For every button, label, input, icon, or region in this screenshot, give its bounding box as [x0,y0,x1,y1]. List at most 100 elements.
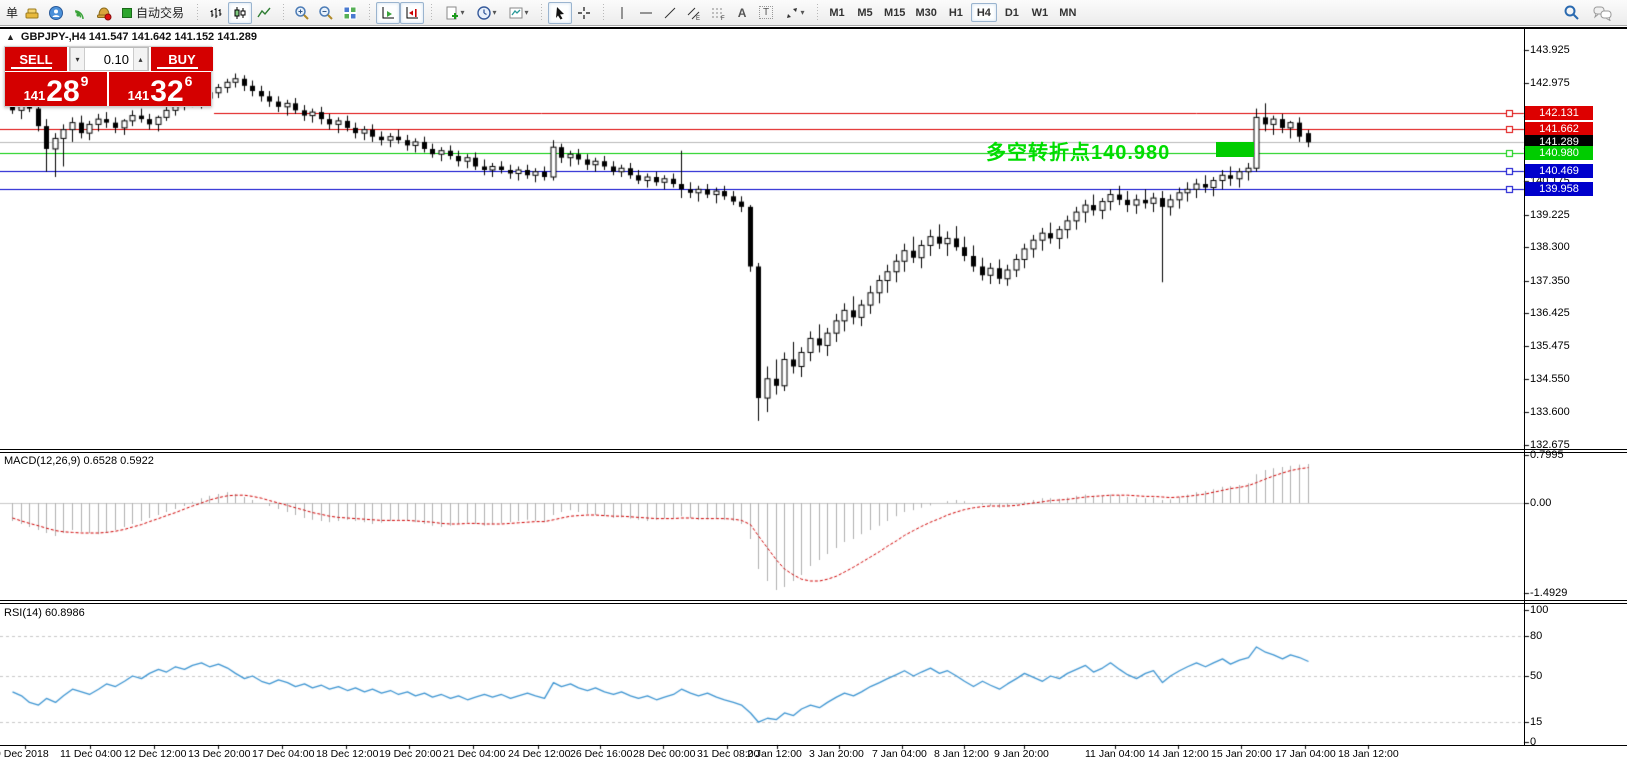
volume-decrease-button[interactable]: ▾ [70,48,85,70]
indicators-icon[interactable]: ▾ [438,2,470,24]
mql-community-icon[interactable] [44,2,68,24]
price-level-badge[interactable]: 142.131 [1525,105,1593,120]
symbol-ohlc-title: GBPJPY-,H4 141.547 141.642 141.152 141.2… [20,31,257,43]
time-axis-label: 21 Dec 04:00 [443,748,506,760]
bar-chart-icon[interactable] [204,2,228,24]
timeframe-MN[interactable]: MN [1055,3,1081,22]
chart-shift-icon[interactable] [400,1,425,24]
timeframe-M1[interactable]: M1 [824,3,850,22]
sell-price-display[interactable]: 141 28 9 [5,72,107,107]
timeframe-W1[interactable]: W1 [1027,3,1053,22]
volume-stepper: ▾ ▴ [69,47,149,71]
price-level-badge[interactable]: 140.469 [1525,164,1593,179]
timeframe-M5[interactable]: M5 [852,3,878,22]
price-axis-tick-label: 135.475 [1530,340,1570,353]
time-axis-label: 15 Jan 20:00 [1211,748,1272,760]
annotation-highlight-rect[interactable] [1216,142,1254,157]
buy-price-big: 32 [150,75,184,108]
autotrading-button[interactable]: 自动交易 [116,2,190,24]
price-axis-tick-label: 139.225 [1530,208,1570,221]
search-icon[interactable] [1559,2,1583,24]
time-axis-label: 24 Dec 12:00 [508,748,571,760]
arrows-icon[interactable]: ▾ [778,2,810,24]
rsi-axis-tick-label: 0 [1530,736,1537,748]
time-axis-label: 28 Dec 00:00 [633,748,696,760]
time-axis-label: 9 Dec 2018 [0,748,49,760]
line-chart-icon[interactable] [252,2,276,24]
cursor-icon[interactable] [548,1,573,24]
text-label-icon[interactable]: T [754,2,778,24]
buy-price-display[interactable]: 141 32 6 [109,72,211,108]
sell-price-sup: 9 [80,73,89,89]
macd-rsi-separator[interactable] [0,600,1627,601]
volume-input[interactable] [85,48,133,70]
price-axis-tick-label: 142.975 [1530,77,1570,90]
candlestick-chart-icon[interactable] [228,1,253,24]
timeframe-H1[interactable]: H1 [943,3,969,22]
timeframe-D1[interactable]: D1 [999,3,1025,22]
price-level-badge[interactable]: 139.958 [1525,182,1593,197]
toolbar-separator [815,3,820,22]
rsi-axis-tick-label: 80 [1530,630,1543,643]
autotrading-label: 自动交易 [136,6,185,20]
timeframe-H4[interactable]: H4 [970,3,997,22]
text-icon[interactable]: A [730,2,754,24]
equidistant-channel-icon[interactable]: E [682,2,706,24]
toolbar-separator [429,3,434,22]
price-level-badge[interactable]: 140.980 [1525,146,1593,161]
toolbar-right [1559,2,1623,24]
zoom-out-icon[interactable] [314,2,338,24]
price-axis-line [1524,28,1525,745]
periods-icon[interactable]: ▾ [470,2,502,24]
price-level-badge[interactable]: 141.289 [1525,135,1593,150]
main-macd-separator[interactable] [0,449,1627,450]
price-axis-tick-label: 132.675 [1530,438,1570,451]
price-axis-tick-label: 133.600 [1530,406,1570,419]
toolbar-separator [195,3,200,22]
vertical-line-icon[interactable] [610,2,634,24]
macd-rsi-separator-2 [0,603,1627,604]
timeframe-M30[interactable]: M30 [911,3,940,22]
time-axis-label: 26 Dec 16:00 [570,748,633,760]
market-icon[interactable] [92,2,116,24]
timeframe-M15[interactable]: M15 [880,3,909,22]
svg-text:F: F [721,16,725,21]
svg-text:E: E [696,16,700,21]
time-axis-label: 18 Dec 12:00 [316,748,379,760]
templates-icon[interactable]: ▾ [502,2,534,24]
macd-indicator-label: MACD(12,26,9) 0.6528 0.5922 [4,455,154,467]
auto-scroll-icon[interactable] [376,1,401,24]
buy-button[interactable]: BUY [151,47,213,71]
chat-icon[interactable] [1591,2,1615,24]
macd-axis-tick-label: 0.7995 [1530,449,1564,462]
chart-top-border [0,27,1627,29]
time-axis-label: 2 Jan 12:00 [747,748,802,760]
zoom-in-icon[interactable] [290,2,314,24]
fibonacci-icon[interactable]: F [706,2,730,24]
chart-annotation-text[interactable]: 多空转折点140.980 [986,142,1171,164]
price-level-badge[interactable]: 141.662 [1525,122,1593,137]
panel-collapse-toggle[interactable]: ▲ [6,32,15,42]
trendline-icon[interactable] [658,2,682,24]
time-axis-label: 9 Jan 20:00 [994,748,1049,760]
horizontal-line-icon[interactable] [634,2,658,24]
new-order-icon[interactable] [20,2,44,24]
tile-windows-icon[interactable] [338,2,362,24]
toolbar-separator [367,3,372,22]
time-axis-label: 14 Jan 12:00 [1148,748,1209,760]
rsi-indicator-label: RSI(14) 60.8986 [4,607,85,619]
main-macd-separator-2 [0,452,1627,453]
timeframe-group: M1 M5 M15 M30 H1 H4 D1 W1 MN [824,3,1081,22]
signals-icon[interactable] [68,2,92,24]
crosshair-icon[interactable] [572,2,596,24]
price-axis-tick-label: 134.550 [1530,372,1570,385]
volume-increase-button[interactable]: ▴ [133,48,148,70]
autotrading-icon [122,7,133,18]
new-order-button[interactable]: 单 [6,6,19,20]
toolbar: 单 自动交易 [0,0,1627,26]
time-axis-label: 7 Jan 04:00 [872,748,927,760]
time-axis-line [0,745,1627,746]
sell-button[interactable]: SELL [5,47,67,71]
